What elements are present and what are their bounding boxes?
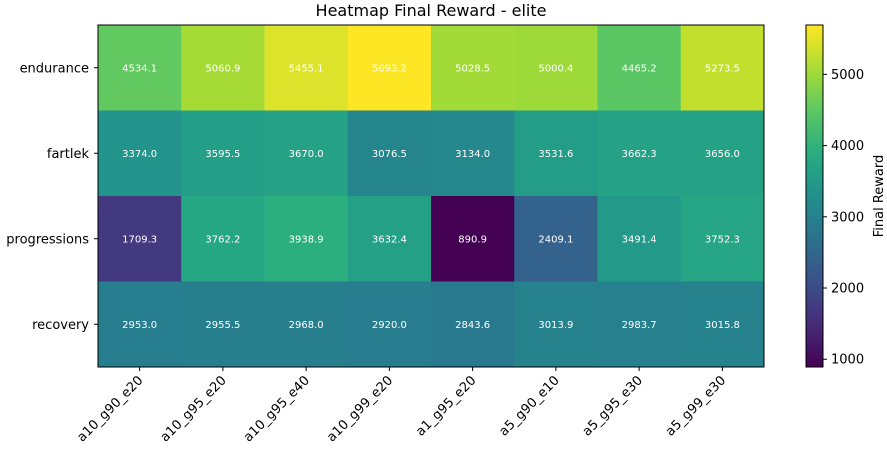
cell-value-label: 3762.2 — [205, 234, 240, 245]
colorbar-tick-label: 3000 — [831, 210, 864, 225]
x-tick-label: a10_g95_e20 — [158, 373, 230, 445]
heatmap-cell — [680, 110, 765, 197]
cell-value-label: 3662.3 — [622, 149, 657, 160]
heatmap-cell — [680, 281, 765, 368]
cell-value-label: 5273.5 — [705, 63, 740, 74]
cell-value-label: 3938.9 — [289, 234, 324, 245]
heatmap-cell — [347, 281, 432, 368]
cell-value-label: 2920.0 — [372, 320, 407, 331]
heatmap-cell — [431, 25, 515, 111]
heatmap-cell — [514, 196, 598, 282]
heatmap-cell — [597, 110, 682, 197]
y-tick-label: recovery — [32, 318, 89, 333]
colorbar-tick-label: 4000 — [831, 139, 864, 154]
colorbar: 1000 2000 3000 4000 5000 — [805, 24, 864, 368]
cell-value-label: 3752.3 — [705, 234, 740, 245]
cell-value-label: 5028.5 — [455, 63, 490, 74]
heatmap-cell — [431, 196, 515, 282]
cell-value-label: 2955.5 — [205, 320, 240, 331]
colorbar-tick-label: 1000 — [831, 353, 864, 368]
heatmap-cell — [514, 281, 598, 368]
heatmap-cell — [181, 25, 265, 111]
cell-value-label: 5060.9 — [205, 63, 240, 74]
heatmap-cell — [181, 110, 265, 197]
colorbar-label: Final Reward — [872, 155, 887, 238]
x-tick-label: a1_g95_e20 — [413, 373, 479, 439]
heatmap-cell — [98, 110, 182, 197]
heatmap-cell — [347, 25, 432, 111]
cell-value-label: 5000.4 — [538, 63, 573, 74]
x-tick-label: a5_g99_e30 — [663, 373, 729, 439]
heatmap-cell — [98, 281, 182, 368]
heatmap-cell — [597, 196, 682, 282]
heatmap-cell — [514, 25, 598, 111]
colorbar-tick-label: 5000 — [831, 68, 864, 83]
heatmap-cell — [347, 110, 432, 197]
cell-value-label: 3491.4 — [622, 234, 657, 245]
cell-value-label: 2953.0 — [122, 320, 157, 331]
x-tick-label: a10_g95_e40 — [241, 373, 313, 445]
y-tick-label: progressions — [6, 232, 89, 247]
x-tick-label: a5_g90_e10 — [497, 373, 563, 439]
heatmap-cell — [680, 196, 765, 282]
y-tick-label: endurance — [20, 61, 89, 76]
y-tick-label: fartlek — [47, 147, 90, 162]
heatmap-cell — [264, 25, 349, 111]
chart-title: Heatmap Final Reward - elite — [316, 1, 547, 20]
cell-value-label: 2968.0 — [289, 320, 324, 331]
cell-value-label: 1709.3 — [122, 234, 157, 245]
cell-value-label: 5455.1 — [289, 63, 324, 74]
heatmap-cell — [264, 110, 349, 197]
cell-value-label: 3013.9 — [538, 320, 573, 331]
heatmap-cell — [597, 281, 682, 368]
heatmap-cell — [181, 281, 265, 368]
heatmap-cell — [347, 196, 432, 282]
heatmap-cells — [98, 25, 765, 368]
heatmap-cell — [431, 110, 515, 197]
heatmap-cell-labels: 4534.1 5060.9 5455.1 5693.2 5028.5 5000.4 4465… — [122, 63, 740, 331]
cell-value-label: 3134.0 — [455, 149, 490, 160]
cell-value-label: 3632.4 — [372, 234, 407, 245]
colorbar-gradient — [805, 24, 824, 368]
heatmap-cell — [98, 25, 182, 111]
cell-value-label: 3531.6 — [538, 149, 573, 160]
x-axis: a10_g90_e20 a10_g95_e20 a10_g95_e40 a10_g99… — [74, 367, 729, 445]
cell-value-label: 3670.0 — [289, 149, 324, 160]
cell-value-label: 3656.0 — [705, 149, 740, 160]
cell-value-label: 2983.7 — [622, 320, 657, 331]
colorbar-tick-label: 2000 — [831, 282, 864, 297]
y-axis: endurance fartlek progressions recovery — [6, 61, 98, 333]
cell-value-label: 4534.1 — [122, 63, 157, 74]
x-tick-label: a10_g90_e20 — [74, 373, 146, 445]
heatmap-cell — [98, 196, 182, 282]
heatmap-cell — [264, 281, 349, 368]
cell-value-label: 3374.0 — [122, 149, 157, 160]
cell-value-label: 4465.2 — [622, 63, 657, 74]
cell-value-label: 890.9 — [458, 234, 487, 245]
x-tick-label: a10_g99_e20 — [324, 373, 396, 445]
cell-value-label: 3076.5 — [372, 149, 407, 160]
heatmap-cell — [680, 25, 765, 111]
heatmap-cell — [264, 196, 349, 282]
x-tick-label: a5_g95_e30 — [580, 373, 646, 439]
heatmap-cell — [514, 110, 598, 197]
cell-value-label: 5693.2 — [372, 63, 407, 74]
plot-frame — [97, 24, 765, 368]
cell-value-label: 3015.8 — [705, 320, 740, 331]
cell-value-label: 2409.1 — [538, 234, 573, 245]
heatmap-cell — [597, 25, 682, 111]
cell-value-label: 3595.5 — [205, 149, 240, 160]
heatmap-cell — [431, 281, 515, 368]
heatmap-cell — [181, 196, 265, 282]
cell-value-label: 2843.6 — [455, 320, 490, 331]
